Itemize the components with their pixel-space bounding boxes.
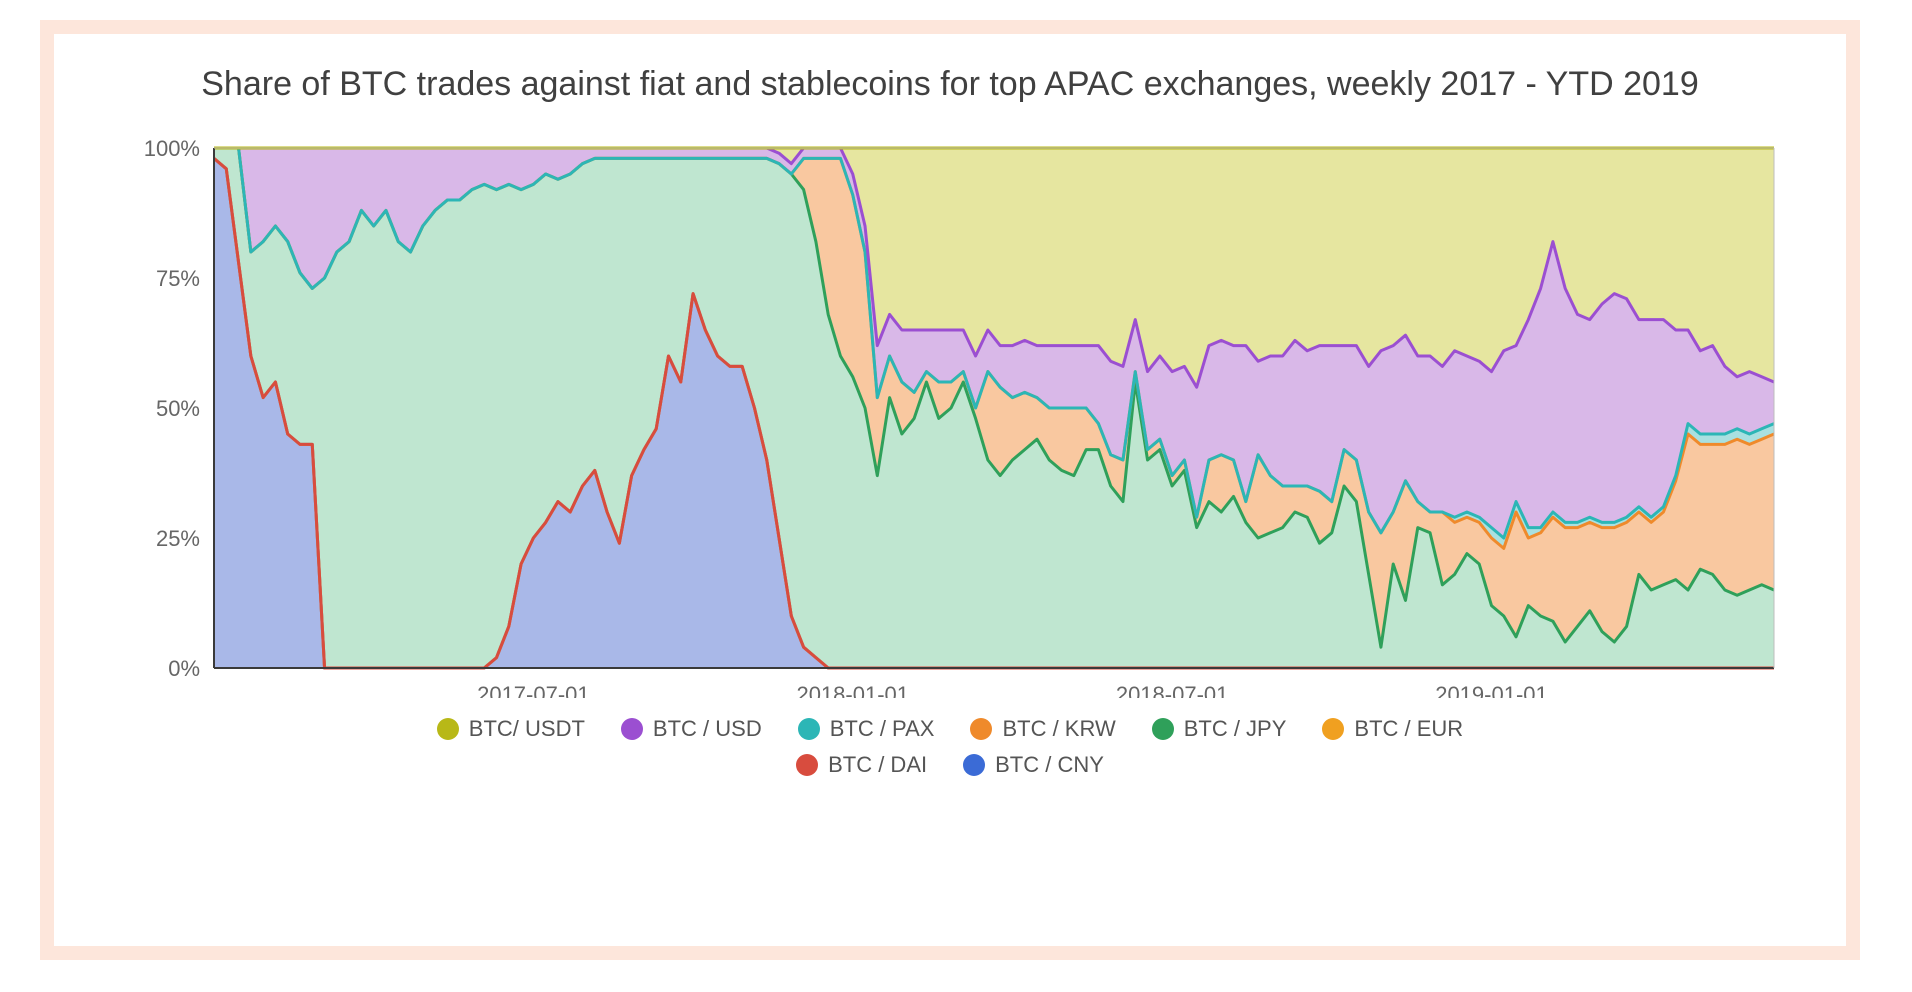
svg-text:0%: 0% (168, 656, 200, 681)
legend-item-usdt: BTC/ USDT (437, 716, 585, 742)
legend-row: BTC / DAI BTC / CNY (54, 752, 1846, 782)
svg-text:2018-01-01: 2018-01-01 (796, 682, 909, 698)
legend-swatch (798, 718, 820, 740)
legend-item-eur: BTC / EUR (1322, 716, 1463, 742)
legend-item-usd: BTC / USD (621, 716, 762, 742)
legend: BTC/ USDT BTC / USD BTC / PAX BTC / KRW BTC … (54, 716, 1846, 782)
legend-swatch (621, 718, 643, 740)
legend-swatch (796, 754, 818, 776)
svg-text:2017-07-01: 2017-07-01 (477, 682, 590, 698)
legend-swatch (1152, 718, 1174, 740)
legend-swatch (970, 718, 992, 740)
legend-label: BTC/ USDT (469, 716, 585, 742)
legend-label: BTC / KRW (1002, 716, 1115, 742)
svg-text:25%: 25% (156, 526, 200, 551)
legend-swatch (1322, 718, 1344, 740)
legend-label: BTC / CNY (995, 752, 1104, 778)
legend-item-jpy: BTC / JPY (1152, 716, 1287, 742)
legend-label: BTC / JPY (1184, 716, 1287, 742)
chart-frame: Share of BTC trades against fiat and sta… (40, 20, 1860, 960)
legend-label: BTC / USD (653, 716, 762, 742)
stacked-area-chart: 0% 25% 50% 75% 100% 2017-07-01 2018-01-01 2018-… (114, 138, 1794, 698)
svg-text:100%: 100% (144, 138, 200, 161)
legend-swatch (437, 718, 459, 740)
svg-text:50%: 50% (156, 396, 200, 421)
chart-title: Share of BTC trades against fiat and sta… (54, 62, 1846, 108)
chart-area: 0% 25% 50% 75% 100% 2017-07-01 2018-01-01 2018-… (114, 138, 1786, 698)
legend-label: BTC / PAX (830, 716, 935, 742)
legend-item-cny: BTC / CNY (963, 752, 1104, 778)
legend-label: BTC / DAI (828, 752, 927, 778)
svg-text:2018-07-01: 2018-07-01 (1116, 682, 1229, 698)
svg-text:2019-01-01: 2019-01-01 (1435, 682, 1548, 698)
legend-item-krw: BTC / KRW (970, 716, 1115, 742)
legend-label: BTC / EUR (1354, 716, 1463, 742)
legend-swatch (963, 754, 985, 776)
legend-row: BTC/ USDT BTC / USD BTC / PAX BTC / KRW BTC … (54, 716, 1846, 746)
legend-item-dai: BTC / DAI (796, 752, 927, 778)
legend-item-pax: BTC / PAX (798, 716, 935, 742)
svg-text:75%: 75% (156, 266, 200, 291)
